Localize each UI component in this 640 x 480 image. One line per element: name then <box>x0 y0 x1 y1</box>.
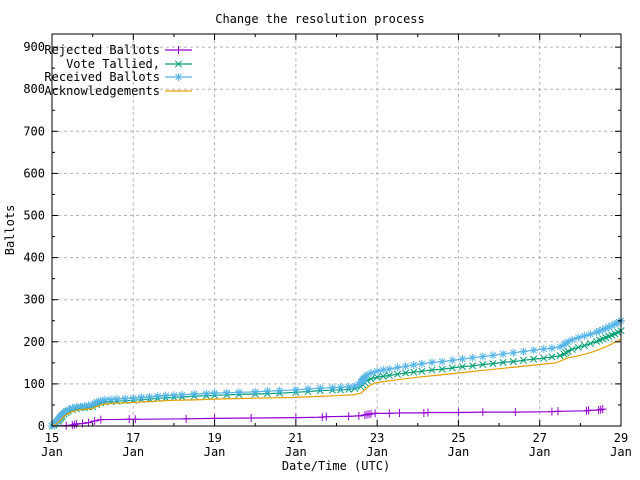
grid-lines <box>52 34 621 426</box>
series-markers-received-ballots <box>48 316 625 430</box>
x-tick-label-month: Jan <box>529 445 551 459</box>
series-line-rejected-ballots <box>51 408 603 427</box>
series-line-acknowledgements <box>51 338 622 427</box>
y-tick-label: 400 <box>23 251 45 265</box>
legend-sample-marker-received-ballots <box>174 73 183 81</box>
x-axis-label: Date/Time (UTC) <box>282 459 390 473</box>
data-series <box>48 316 625 430</box>
x-tick-label-month: Jan <box>204 445 226 459</box>
tick-labels: 15Jan17Jan19Jan21Jan23Jan25Jan27Jan29Jan… <box>23 40 632 459</box>
x-tick-label-month: Jan <box>41 445 63 459</box>
series-line-received-ballots <box>51 320 622 427</box>
legend-label-acknowledgements: Acknowledgements <box>44 84 160 98</box>
x-tick-label-day: 17 <box>126 431 140 445</box>
x-tick-label-day: 15 <box>45 431 59 445</box>
x-tick-label-day: 21 <box>289 431 303 445</box>
x-tick-label-month: Jan <box>366 445 388 459</box>
legend-sample-marker-rejected-ballots <box>174 46 183 54</box>
legend-label-vote-tallied: Vote Tallied, <box>66 57 160 71</box>
x-tick-label-day: 25 <box>451 431 465 445</box>
x-tick-label-month: Jan <box>448 445 470 459</box>
x-tick-label-month: Jan <box>122 445 144 459</box>
x-tick-label-day: 19 <box>207 431 221 445</box>
legend-label-received-ballots: Received Ballots <box>44 70 160 84</box>
y-tick-label: 100 <box>23 377 45 391</box>
axis-ticks <box>51 34 622 427</box>
x-tick-label-month: Jan <box>285 445 307 459</box>
x-tick-label-day: 27 <box>532 431 546 445</box>
y-tick-label: 200 <box>23 335 45 349</box>
y-axis-label: Ballots <box>3 205 17 256</box>
legend-label-rejected-ballots: Rejected Ballots <box>44 43 160 57</box>
x-tick-label-day: 23 <box>370 431 384 445</box>
x-tick-label-month: Jan <box>610 445 632 459</box>
y-tick-label: 800 <box>23 82 45 96</box>
y-tick-label: 500 <box>23 209 45 223</box>
y-tick-label: 700 <box>23 124 45 138</box>
y-tick-label: 900 <box>23 40 45 54</box>
y-tick-label: 600 <box>23 166 45 180</box>
x-tick-label-day: 29 <box>614 431 628 445</box>
series-markers-vote-tallied <box>48 327 625 430</box>
y-tick-label: 0 <box>38 419 45 433</box>
chart-title: Change the resolution process <box>215 12 425 26</box>
legend-sample-marker-vote-tallied <box>174 60 183 68</box>
y-tick-label: 300 <box>23 293 45 307</box>
